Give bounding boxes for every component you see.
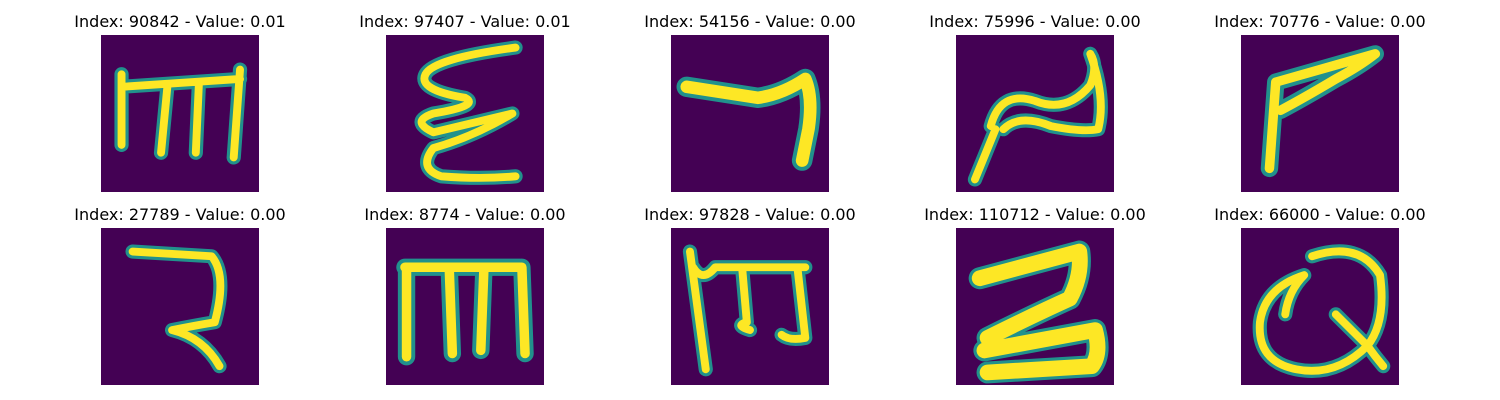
glyph-image: [386, 228, 544, 385]
panel-10: Index: 66000 - Value: 0.00: [1195, 193, 1445, 393]
glyph-m-shape-2: [386, 228, 544, 385]
glyph-n-hook: [956, 35, 1114, 192]
glyph-z-bold: [956, 228, 1114, 385]
glyph-m-shape-1: [101, 35, 259, 192]
panel-1: Index: 90842 - Value: 0.01: [55, 0, 305, 200]
glyph-hook-7: [671, 35, 829, 192]
panel-title: Index: 90842 - Value: 0.01: [74, 12, 286, 31]
panel-4: Index: 75996 - Value: 0.00: [910, 0, 1160, 200]
panel-title: Index: 54156 - Value: 0.00: [644, 12, 856, 31]
glyph-image: [386, 35, 544, 192]
glyph-m-curl: [671, 228, 829, 385]
glyph-image: [1241, 35, 1399, 192]
panel-title: Index: 97828 - Value: 0.00: [644, 205, 856, 224]
glyph-image: [101, 35, 259, 192]
panel-title: Index: 75996 - Value: 0.00: [929, 12, 1141, 31]
panel-title: Index: 8774 - Value: 0.00: [364, 205, 566, 224]
glyph-image: [671, 228, 829, 385]
panel-7: Index: 8774 - Value: 0.00: [340, 193, 590, 393]
panel-title: Index: 70776 - Value: 0.00: [1214, 12, 1426, 31]
panel-9: Index: 110712 - Value: 0.00: [910, 193, 1160, 393]
panel-title: Index: 110712 - Value: 0.00: [924, 205, 1146, 224]
glyph-loop-q: [1241, 228, 1399, 385]
glyph-ra-shape: [101, 228, 259, 385]
panel-8: Index: 97828 - Value: 0.00: [625, 193, 875, 393]
panel-6: Index: 27789 - Value: 0.00: [55, 193, 305, 393]
panel-title: Index: 27789 - Value: 0.00: [74, 205, 286, 224]
glyph-image: [671, 35, 829, 192]
glyph-image: [101, 228, 259, 385]
panel-title: Index: 97407 - Value: 0.01: [359, 12, 571, 31]
glyph-image: [956, 35, 1114, 192]
panel-3: Index: 54156 - Value: 0.00: [625, 0, 875, 200]
glyph-image: [956, 228, 1114, 385]
glyph-zigzag-3: [386, 35, 544, 192]
glyph-image: [1241, 228, 1399, 385]
panel-5: Index: 70776 - Value: 0.00: [1195, 0, 1445, 200]
panel-title: Index: 66000 - Value: 0.00: [1214, 205, 1426, 224]
panel-2: Index: 97407 - Value: 0.01: [340, 0, 590, 200]
glyph-flag-p: [1241, 35, 1399, 192]
